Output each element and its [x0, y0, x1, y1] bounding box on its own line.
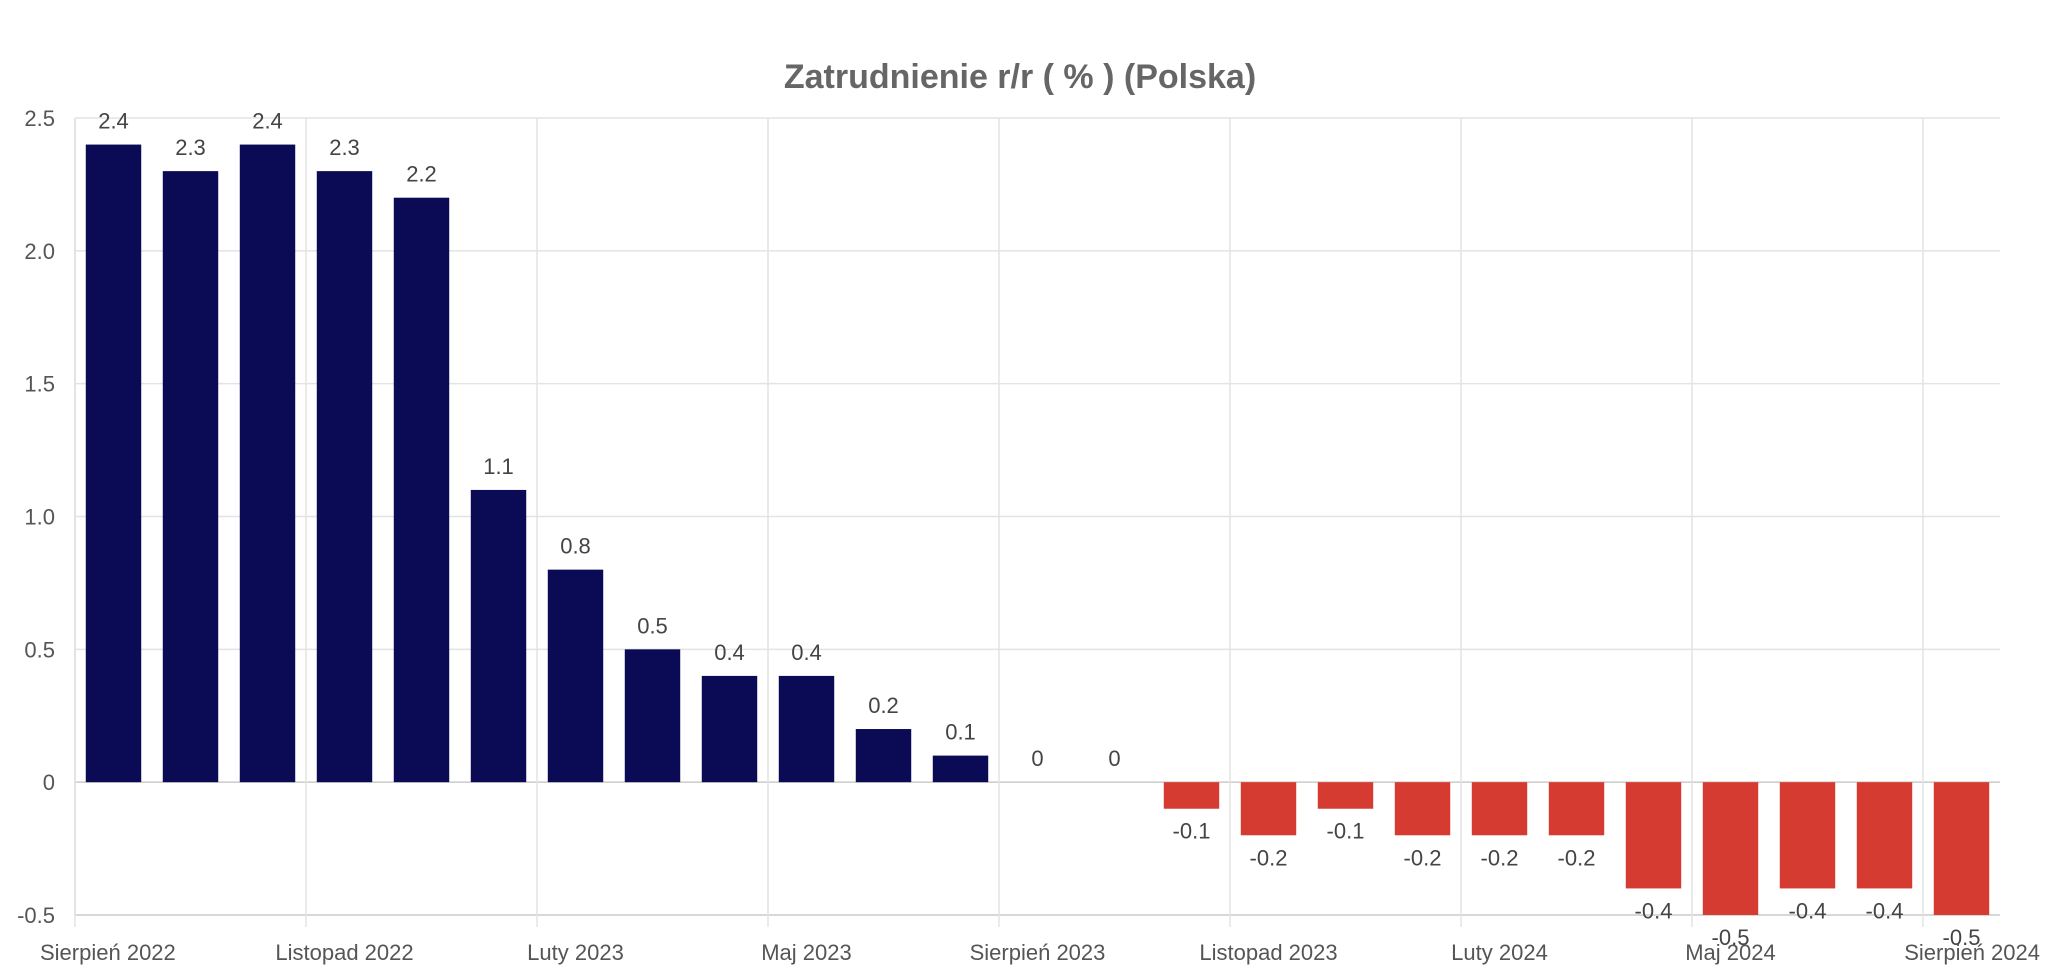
bar-data-label: 0.1: [945, 720, 976, 745]
bar-data-label: -0.4: [1635, 898, 1673, 923]
bar-data-label: 0: [1031, 746, 1043, 771]
data-label-layer: 2.4 2.3 2.4 2.3 2.2 1.1 0.8 0.5 0.4 0.4 0.2 0.1 0 0 -0…: [98, 109, 1980, 950]
x-axis-ticks: Sierpień 2022 Listopad 2022 Luty 2023 Maj 2…: [40, 940, 2040, 965]
bar[interactable]: [932, 755, 989, 783]
bar[interactable]: [1779, 782, 1836, 889]
bar[interactable]: [1471, 782, 1528, 836]
bar[interactable]: [239, 144, 296, 783]
bar[interactable]: [701, 675, 758, 783]
bar[interactable]: [778, 675, 835, 783]
bar[interactable]: [1702, 782, 1759, 915]
bar[interactable]: [547, 569, 604, 783]
x-tick-label: Listopad 2022: [275, 940, 413, 965]
y-tick-label: -0.5: [17, 903, 55, 928]
bar[interactable]: [1548, 782, 1605, 836]
x-tick-label: Sierpień 2022: [40, 940, 176, 965]
y-tick-label: 1.5: [24, 372, 55, 397]
bar-data-label: -0.4: [1866, 898, 1904, 923]
bar-data-label: 0.2: [868, 693, 899, 718]
bar[interactable]: [1625, 782, 1682, 889]
bar[interactable]: [316, 171, 373, 783]
bar[interactable]: [1240, 782, 1297, 836]
bar[interactable]: [1163, 782, 1220, 809]
x-tick-label: Maj 2023: [761, 940, 852, 965]
bar-data-label: -0.2: [1481, 845, 1519, 870]
bar[interactable]: [393, 197, 450, 783]
x-tick-label: Listopad 2023: [1199, 940, 1337, 965]
bar[interactable]: [1933, 782, 1990, 915]
bar-data-label: 2.4: [98, 109, 129, 134]
bar-data-label: -0.1: [1327, 819, 1365, 844]
x-tick-label: Sierpień 2024: [1904, 940, 2040, 965]
x-tick-label: Sierpień 2023: [970, 940, 1106, 965]
bar-data-label: 0.4: [791, 640, 822, 665]
bar-data-label: -0.5: [1943, 925, 1981, 950]
y-tick-label: 0.5: [24, 637, 55, 662]
bar[interactable]: [855, 729, 912, 783]
bar-data-label: -0.2: [1250, 845, 1288, 870]
x-tick-label: Luty 2024: [1451, 940, 1548, 965]
bar-data-label: -0.4: [1789, 898, 1827, 923]
x-tick-label: Luty 2023: [527, 940, 624, 965]
bar-data-label: 2.3: [329, 135, 360, 160]
x-tick-label: Maj 2024: [1685, 940, 1776, 965]
y-tick-label: 1.0: [24, 505, 55, 530]
bar-data-label: -0.2: [1404, 845, 1442, 870]
y-axis-ticks: 2.5 2.0 1.5 1.0 0.5 0 -0.5: [17, 106, 55, 928]
bar-data-label: 0.4: [714, 640, 745, 665]
bar-data-label: 2.4: [252, 109, 283, 134]
y-tick-label: 2.0: [24, 239, 55, 264]
bar-data-label: 0.5: [637, 613, 668, 638]
y-tick-label: 2.5: [24, 106, 55, 131]
y-tick-label: 0: [43, 770, 55, 795]
bar[interactable]: [624, 649, 681, 783]
bar[interactable]: [1856, 782, 1913, 889]
bar-data-label: -0.1: [1173, 819, 1211, 844]
bar-data-label: 0.8: [560, 534, 591, 559]
bar-layer: [85, 144, 1990, 915]
bar-data-label: 2.3: [175, 135, 206, 160]
bar[interactable]: [1317, 782, 1374, 809]
bar-data-label: 0: [1108, 746, 1120, 771]
bar[interactable]: [162, 171, 219, 783]
bar[interactable]: [1394, 782, 1451, 836]
bar-data-label: 2.2: [406, 162, 437, 187]
bar-data-label: -0.5: [1712, 925, 1750, 950]
bar[interactable]: [470, 489, 527, 783]
bar-data-label: 1.1: [483, 454, 514, 479]
bar[interactable]: [85, 144, 142, 783]
bar-data-label: -0.2: [1558, 845, 1596, 870]
chart-title: Zatrudnienie r/r ( % ) (Polska): [784, 58, 1256, 96]
